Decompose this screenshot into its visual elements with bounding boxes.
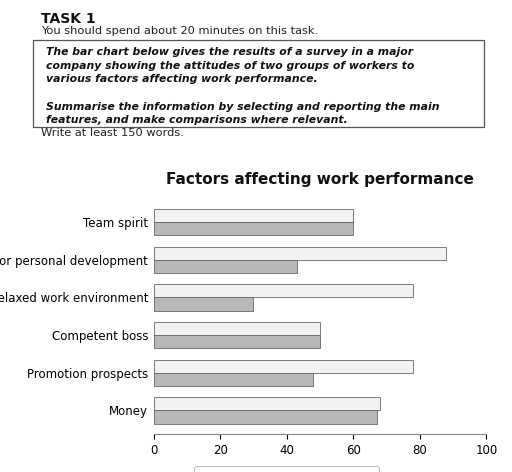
Text: TASK 1: TASK 1 [41,12,96,26]
Bar [154,222,353,236]
Text: You should spend about 20 minutes on this task.: You should spend about 20 minutes on thi… [41,26,318,36]
Bar [154,335,320,348]
Bar [154,297,253,311]
Legend: 18–30, 45–60: 18–30, 45–60 [195,466,379,472]
Bar [154,397,380,410]
Bar [154,360,413,373]
Text: The bar chart below gives the results of a survey in a major
company showing the: The bar chart below gives the results of… [46,47,440,125]
Bar [154,260,296,273]
Title: Factors affecting work performance: Factors affecting work performance [166,172,474,187]
Bar [154,373,313,386]
Bar [154,322,320,335]
Bar [154,284,413,297]
Text: Write at least 150 words.: Write at least 150 words. [41,128,184,138]
Bar [154,246,446,260]
Bar [154,410,376,423]
Bar [154,209,353,222]
